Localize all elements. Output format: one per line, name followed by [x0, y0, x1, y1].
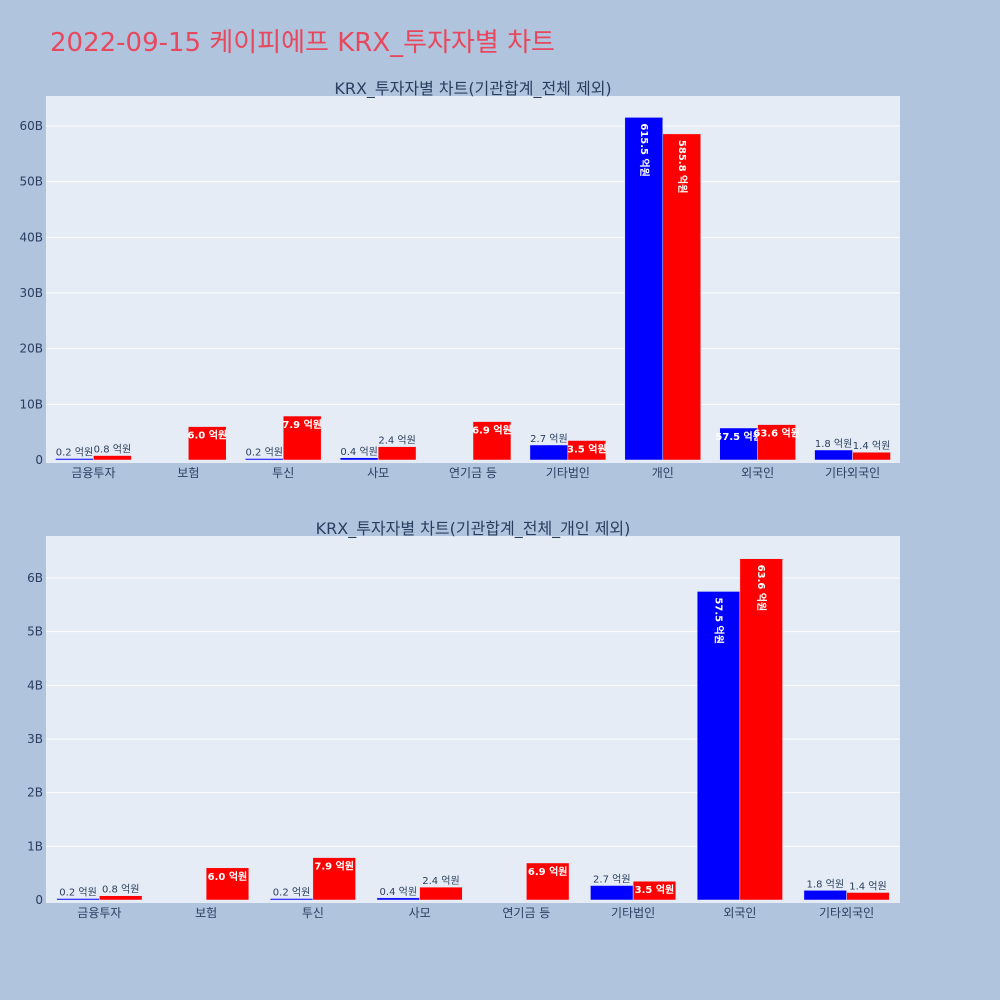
bar [719, 427, 758, 461]
x-tick-label: 금융투자 [71, 466, 115, 480]
bar [803, 890, 847, 901]
data-label: 0.8 억원 [94, 444, 131, 456]
data-label: 57.5 억원 [713, 597, 726, 644]
x-tick-label: 연기금 등 [502, 906, 550, 920]
data-label: 63.6 억원 [755, 565, 768, 612]
plot-area-1 [46, 96, 900, 463]
y-tick-label: 6B [27, 571, 43, 585]
y-tick-label: 0 [35, 453, 43, 467]
y-tick-label: 40B [19, 230, 43, 244]
bar [376, 897, 420, 901]
data-label: 6.9 억원 [528, 865, 568, 878]
bar [696, 591, 741, 901]
bar [852, 451, 891, 461]
x-tick-label: 사모 [367, 466, 389, 480]
x-tick-label: 사모 [409, 906, 431, 920]
bar [472, 421, 512, 461]
x-tick-label: 투신 [272, 466, 294, 480]
bar [419, 886, 463, 901]
data-label: 615.5 억원 [638, 123, 651, 177]
y-tick-label: 20B [19, 342, 43, 356]
bar [245, 458, 284, 461]
bar [529, 444, 569, 461]
bar [282, 415, 322, 461]
y-tick-label: 2B [27, 786, 43, 800]
bar [846, 892, 890, 901]
data-label: 0.2 억원 [246, 447, 283, 459]
data-label: 57.5 억원 [715, 430, 762, 443]
y-tick-label: 3B [27, 732, 43, 746]
bar [188, 426, 227, 461]
data-label: 6.0 억원 [208, 870, 248, 883]
bar [377, 446, 417, 461]
bar [757, 424, 796, 461]
bar [632, 880, 677, 901]
page-title: 2022-09-15 케이피에프 KRX_투자자별 차트 [50, 28, 555, 58]
x-tick-label: 개인 [652, 466, 674, 480]
data-label: 1.8 억원 [807, 878, 844, 890]
data-label: 3.5 억원 [635, 883, 675, 896]
x-tick-label: 외국인 [741, 466, 774, 480]
bar [93, 455, 132, 461]
data-label: 2.4 억원 [378, 435, 415, 447]
y-tick-label: 30B [19, 286, 43, 300]
y-tick-label: 0 [35, 893, 43, 907]
data-label: 3.5 억원 [567, 443, 607, 456]
bar [739, 558, 783, 901]
y-tick-label: 4B [27, 678, 43, 692]
data-label: 2.7 억원 [530, 433, 567, 445]
y-tick-label: 50B [19, 175, 43, 189]
bar [590, 885, 634, 901]
data-label: 0.2 억원 [273, 887, 310, 899]
bar [526, 862, 570, 901]
bar [814, 449, 853, 461]
data-label: 6.0 억원 [188, 429, 228, 442]
bar [56, 898, 100, 901]
x-tick-label: 기타법인 [546, 466, 590, 480]
data-label: 0.2 억원 [56, 447, 93, 459]
x-tick-label: 연기금 등 [449, 466, 497, 480]
y-tick-label: 60B [19, 119, 43, 133]
y-tick-label: 1B [27, 839, 43, 853]
bar [99, 895, 143, 901]
data-label: 1.4 억원 [849, 880, 886, 892]
x-tick-label: 보험 [177, 466, 199, 480]
data-label: 0.8 억원 [102, 884, 139, 896]
data-label: 0.2 억원 [59, 887, 96, 899]
data-label: 1.8 억원 [815, 438, 852, 450]
data-label: 7.9 억원 [282, 418, 322, 431]
data-label: 2.7 억원 [593, 874, 630, 886]
data-label: 1.4 억원 [853, 440, 890, 452]
bar [662, 133, 701, 461]
data-label: 0.4 억원 [340, 446, 377, 458]
x-tick-label: 보험 [195, 906, 217, 920]
data-label: 0.4 억원 [380, 886, 417, 898]
data-label: 585.8 억원 [676, 140, 689, 194]
bar [55, 458, 94, 461]
bar [269, 898, 314, 901]
x-tick-label: 기타외국인 [825, 466, 880, 480]
y-tick-label: 5B [27, 625, 43, 639]
data-label: 63.6 억원 [753, 427, 800, 440]
x-tick-label: 투신 [302, 906, 324, 920]
data-label: 6.9 억원 [472, 424, 512, 437]
bar [567, 440, 607, 461]
data-label: 2.4 억원 [422, 875, 459, 887]
chart-title-2: KRX_투자자별 차트(기관합계_전체_개인 제외) [316, 519, 631, 539]
x-tick-label: 외국인 [723, 906, 756, 920]
data-label: 7.9 억원 [314, 860, 354, 873]
chart-title-1: KRX_투자자별 차트(기관합계_전체 제외) [334, 79, 611, 99]
x-tick-label: 금융투자 [77, 906, 121, 920]
x-tick-label: 기타외국인 [819, 906, 874, 920]
y-tick-label: 10B [19, 397, 43, 411]
bar [312, 857, 356, 901]
bar [339, 457, 379, 461]
x-tick-label: 기타법인 [611, 906, 655, 920]
bar [624, 117, 664, 461]
bar [205, 867, 250, 901]
